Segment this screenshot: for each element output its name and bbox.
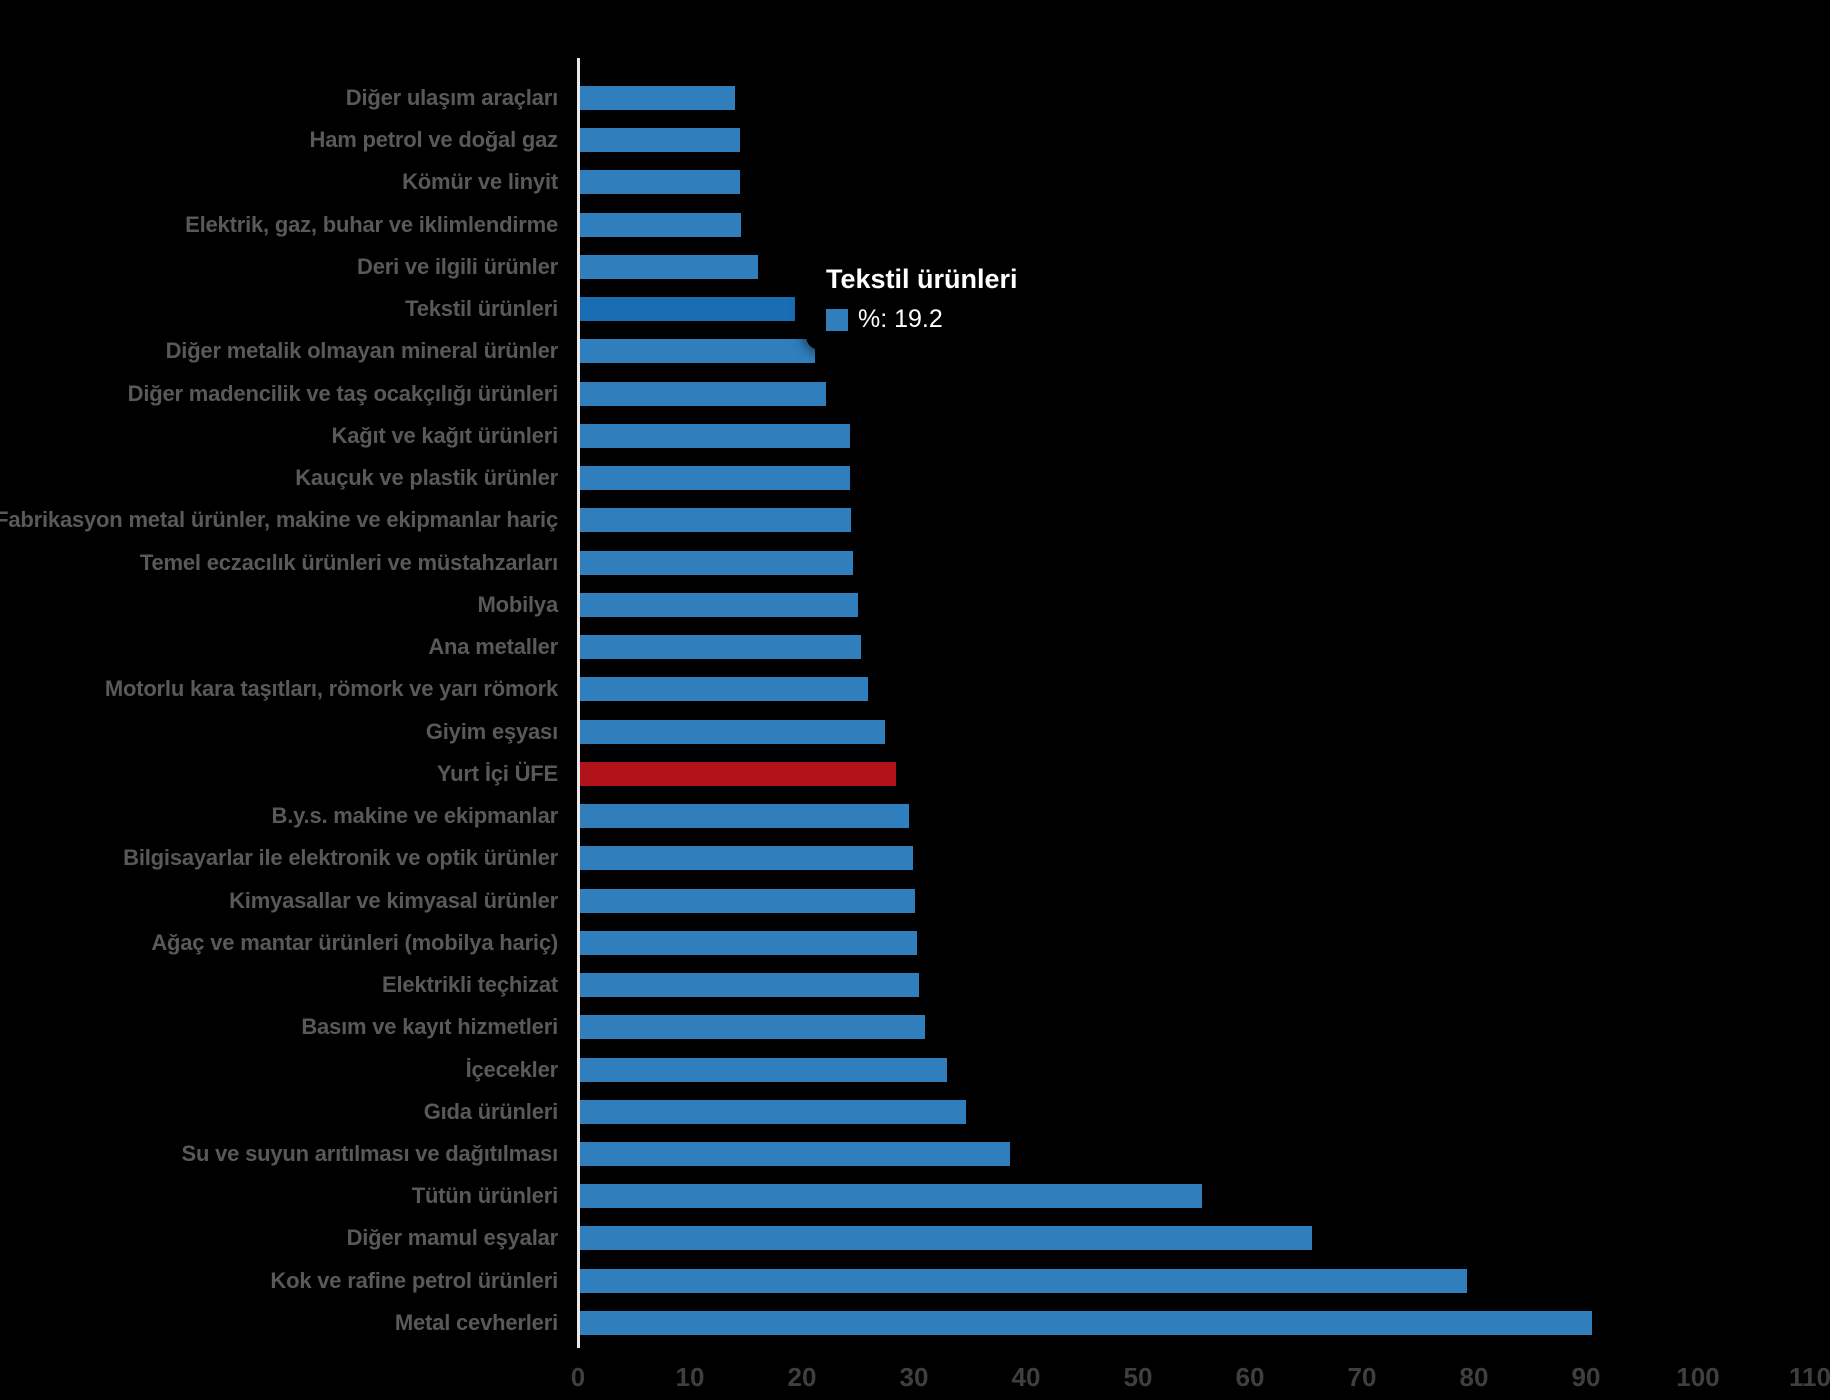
bar-highlighted[interactable]: [580, 297, 795, 322]
bar-yurt-ici-ufe[interactable]: [580, 761, 896, 786]
category-label: İçecekler: [465, 1056, 559, 1082]
x-tick-label: 20: [787, 1362, 817, 1392]
category-label: Elektrik, gaz, buhar ve iklimlendirme: [185, 211, 558, 237]
category-label: Su ve suyun arıtılması ve dağıtılması: [181, 1141, 558, 1166]
category-label: B.y.s. makine ve ekipmanlar: [271, 803, 559, 829]
category-label: Kömür ve linyit: [402, 169, 558, 195]
bar[interactable]: [580, 635, 861, 660]
bar[interactable]: [580, 804, 909, 829]
category-label: Yurt İçi ÜFE: [436, 760, 558, 786]
bar[interactable]: [580, 1184, 1202, 1209]
bar[interactable]: [580, 508, 851, 533]
x-tick-label: 80: [1459, 1362, 1489, 1392]
category-label: Ağaç ve mantar ürünleri (mobilya hariç): [151, 929, 558, 955]
y-axis-line: [577, 58, 580, 1348]
bar[interactable]: [580, 1015, 925, 1040]
bar[interactable]: [580, 339, 815, 364]
category-label: Elektrikli teçhizat: [382, 972, 558, 998]
x-tick-label: 90: [1571, 1362, 1601, 1392]
category-label: Mobilya: [477, 591, 559, 617]
category-label: Temel eczacılık ürünleri ve müstahzarlar…: [139, 549, 558, 575]
category-label: Ana metaller: [428, 634, 558, 660]
x-tick-label: 30: [899, 1362, 929, 1392]
bar[interactable]: [580, 1310, 1592, 1335]
category-label: Diğer madencilik ve taş ocakçılığı ürünl…: [127, 380, 559, 406]
category-label: Ham petrol ve doğal gaz: [309, 127, 559, 153]
tooltip: Tekstil ürünleri %: 19.2: [806, 250, 1040, 350]
x-tick-label: 110: [1789, 1362, 1830, 1392]
bar[interactable]: [580, 677, 868, 702]
bar[interactable]: [580, 170, 740, 195]
bar[interactable]: [580, 86, 735, 110]
category-label: Diğer ulaşım araçları: [345, 85, 558, 110]
bar[interactable]: [580, 381, 826, 406]
category-label: Kağıt ve kağıt ürünleri: [331, 422, 559, 448]
category-label: Tütün ürünleri: [411, 1183, 558, 1209]
category-label: Giyim eşyası: [425, 718, 558, 744]
bar[interactable]: [580, 846, 913, 871]
category-label: Gıda ürünleri: [423, 1098, 559, 1124]
category-label: Tekstil ürünleri: [405, 296, 558, 322]
bar[interactable]: [580, 1226, 1312, 1251]
category-label: Bilgisayarlar ile elektronik ve optik ür…: [123, 845, 558, 871]
x-tick-label: 10: [675, 1362, 705, 1392]
category-label: Kok ve rafine petrol ürünleri: [270, 1267, 558, 1293]
tooltip-series-swatch-icon: [826, 308, 848, 331]
tooltip-value-row: %: 19.2: [826, 305, 1018, 334]
category-label: Motorlu kara taşıtları, römork ve yarı r…: [104, 676, 558, 702]
category-label: Kauçuk ve plastik ürünler: [295, 465, 558, 491]
x-tick-label: 70: [1347, 1362, 1377, 1392]
category-label: Fabrikasyon metal ürünler, makine ve eki…: [0, 507, 558, 533]
bar[interactable]: [580, 1268, 1467, 1293]
tooltip-title: Tekstil ürünleri: [826, 264, 1018, 294]
x-tick-label: 50: [1123, 1362, 1153, 1392]
bar[interactable]: [580, 466, 850, 491]
bar[interactable]: [580, 254, 758, 279]
bar[interactable]: [580, 719, 885, 744]
tooltip-value: %: 19.2: [858, 305, 943, 333]
bar[interactable]: [580, 592, 858, 617]
category-label: Metal cevherleri: [394, 1309, 558, 1335]
bar[interactable]: [580, 212, 741, 237]
category-label: Basım ve kayıt hizmetleri: [301, 1014, 558, 1040]
x-tick-label: 60: [1235, 1362, 1265, 1392]
category-label: Deri ve ilgili ürünler: [357, 253, 558, 279]
bar[interactable]: [580, 1142, 1010, 1166]
bar[interactable]: [580, 1057, 947, 1082]
category-label: Diğer metalik olmayan mineral ürünler: [165, 338, 559, 364]
x-tick-label: 40: [1011, 1362, 1041, 1392]
category-label: Diğer mamul eşyalar: [346, 1225, 559, 1251]
bar[interactable]: [580, 930, 917, 955]
bar[interactable]: [580, 128, 740, 153]
x-tick-label: 0: [570, 1362, 586, 1392]
bar[interactable]: [580, 550, 853, 575]
category-label: Kimyasallar ve kimyasal ürünler: [229, 887, 558, 913]
bar[interactable]: [580, 973, 919, 998]
bar[interactable]: [580, 888, 915, 913]
x-tick-label: 100: [1676, 1362, 1720, 1392]
bar[interactable]: [580, 1099, 966, 1124]
bar[interactable]: [580, 423, 850, 448]
